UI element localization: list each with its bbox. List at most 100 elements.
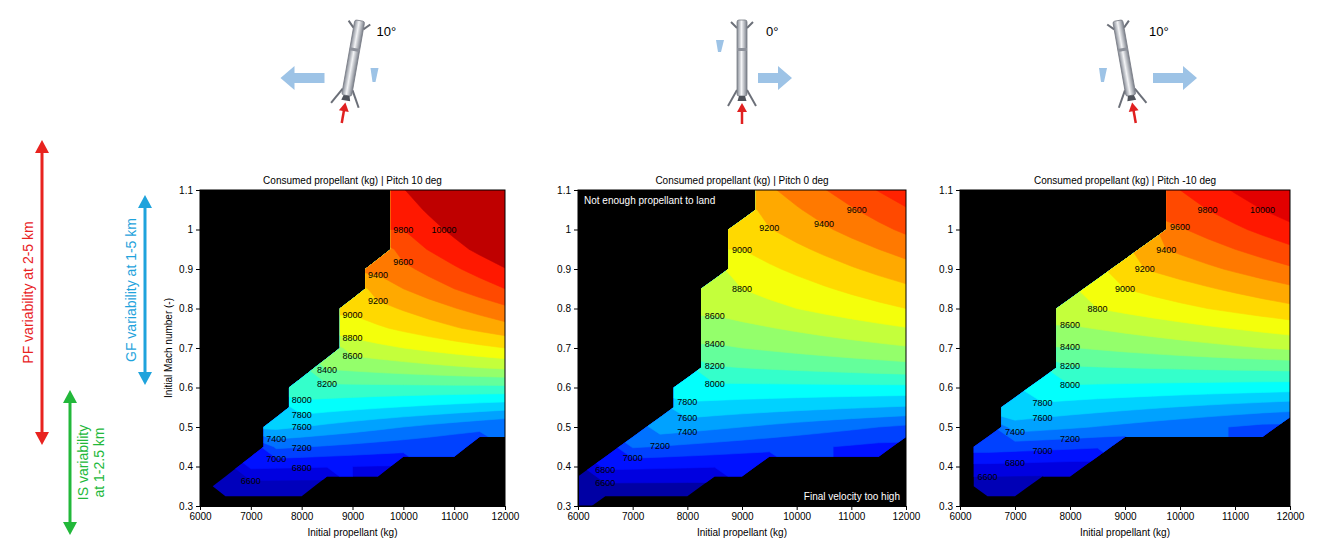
plot-area: [578, 190, 906, 506]
x-tick: 11000: [1222, 506, 1250, 522]
contour-fill: [960, 190, 1290, 506]
rocket-band: [349, 47, 359, 52]
contour-band: [1070, 190, 1290, 245]
pitch-angle: 10°: [377, 24, 397, 39]
plot-area: [960, 190, 1290, 506]
x-tick-mark: [1180, 506, 1181, 510]
y-axis: 0.30.40.50.60.70.80.911.1: [939, 185, 960, 512]
x-tick: 9000: [731, 506, 754, 522]
y-tick-label: 0.3: [179, 501, 193, 512]
contour-label: 7200: [650, 441, 670, 451]
contour-label: 8800: [342, 333, 362, 343]
side-annotation-label: PF variability at 2-5 km: [20, 221, 36, 363]
x-tick: 7000: [1004, 506, 1027, 522]
arrow-shaft: [41, 150, 44, 435]
rocket-nozzle: [1126, 95, 1136, 101]
thrust-arrow: [741, 110, 744, 124]
plot-frame: [578, 190, 906, 506]
y-tick: 0.6: [557, 382, 578, 393]
contour-label: 7000: [1032, 446, 1052, 456]
x-tick-label: 7000: [622, 511, 645, 522]
x-tick: 12000: [893, 506, 921, 522]
rocket: [328, 18, 374, 125]
rocket-nozzle: [738, 96, 747, 101]
y-tick: 1: [565, 224, 578, 235]
y-tick-label: 1: [565, 224, 571, 235]
contour-band: [578, 190, 906, 346]
contour-label: 8200: [317, 379, 337, 389]
y-tick-label: 0.4: [179, 461, 193, 472]
contour-band: [960, 190, 1290, 402]
side-annotation: IS variabilityat 1-2.5 km: [63, 390, 107, 535]
contour-band: [200, 190, 505, 429]
contour-label: 8600: [1060, 320, 1080, 330]
contour-band: [960, 190, 1290, 350]
y-tick: 0.6: [179, 382, 200, 393]
y-axis-title: Initial Mach number (-): [163, 298, 174, 398]
pitch-icon: 0°: [716, 20, 792, 124]
x-tick-label: 12000: [492, 511, 520, 522]
rocket-body: [737, 20, 747, 96]
x-axis: 6000700080009000100001100012000: [567, 506, 920, 522]
contour-label: 7000: [623, 453, 643, 463]
y-tick-mark: [574, 427, 578, 428]
grid-fin: [731, 22, 737, 28]
rocket: [1104, 18, 1150, 125]
x-tick-label: 9000: [1114, 511, 1137, 522]
y-tick-label: 0.7: [557, 343, 571, 354]
contour-band: [578, 190, 906, 434]
y-tick: 1.1: [179, 185, 200, 196]
thrust-arrow-head: [339, 102, 350, 113]
contour-band: [200, 190, 505, 506]
x-tick-mark: [353, 506, 354, 510]
x-tick-mark: [797, 506, 798, 510]
y-tick-label: 0.7: [939, 343, 953, 354]
rocket-leg: [747, 90, 756, 106]
contour-label: 9200: [368, 296, 388, 306]
contour-band: [960, 190, 1290, 506]
angle-wedge: [716, 40, 724, 52]
contour-band: [200, 190, 505, 322]
contour-label: 8000: [1060, 380, 1080, 390]
contour-label: 9000: [342, 310, 362, 320]
motion-arrow: [1153, 66, 1197, 90]
x-tick-label: 12000: [893, 511, 921, 522]
contour-label: 8000: [705, 379, 725, 389]
y-tick-label: 0.5: [557, 422, 571, 433]
x-tick-label: 7000: [240, 511, 263, 522]
y-tick-mark: [196, 190, 200, 191]
y-tick-label: 0.8: [939, 303, 953, 314]
y-tick-label: 0.8: [557, 303, 571, 314]
contour-label: 9600: [393, 257, 413, 267]
plot-area: [200, 190, 505, 506]
y-tick-mark: [574, 388, 578, 389]
x-axis-title: Initial propellant (kg): [1080, 527, 1170, 538]
x-tick: 9000: [342, 506, 365, 522]
y-tick: 0.9: [179, 264, 200, 275]
x-tick: 10000: [390, 506, 418, 522]
contour-label: 10000: [431, 225, 456, 235]
contour-band: [960, 190, 1290, 360]
arrow-head: [138, 195, 152, 208]
contour-label: 9600: [847, 205, 867, 215]
y-tick: 0.7: [939, 343, 960, 354]
angle-wedge: [1099, 68, 1107, 82]
contour-label: 9800: [1197, 205, 1217, 215]
x-tick-label: 8000: [291, 511, 314, 522]
contour-band: [578, 190, 906, 374]
y-tick: 0.7: [557, 343, 578, 354]
side-annotation-label: GF variability at 1-5 km: [123, 218, 139, 362]
y-tick-mark: [196, 506, 200, 507]
y-tick-mark: [574, 230, 578, 231]
contour-band: [578, 190, 906, 309]
contour-band: [578, 190, 906, 448]
y-tick: 0.8: [939, 303, 960, 314]
x-tick-label: 9000: [342, 511, 365, 522]
x-tick-mark: [687, 506, 688, 510]
rocket-leg: [1135, 87, 1147, 104]
plot-frame: [200, 190, 505, 506]
motion-arrow: [281, 66, 325, 90]
y-tick-label: 0.8: [179, 303, 193, 314]
contour-label: 9400: [1156, 245, 1176, 255]
x-tick-label: 10000: [783, 511, 811, 522]
